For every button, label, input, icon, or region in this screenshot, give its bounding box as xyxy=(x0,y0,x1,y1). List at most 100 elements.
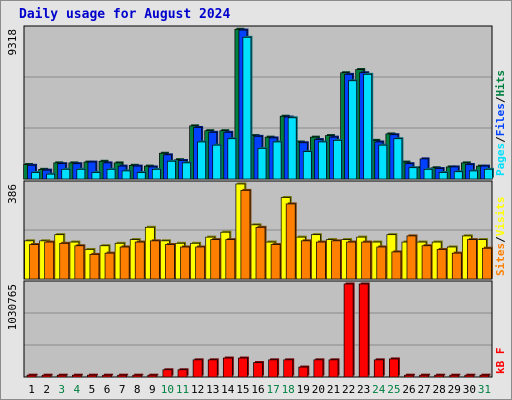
x-tick-label: 16 xyxy=(251,383,264,396)
panel-bottom-kb-f-bar xyxy=(434,374,445,378)
panel-top-pages-bar xyxy=(272,141,282,180)
panel-top-pages-bar xyxy=(106,168,116,180)
panel-top-pages-bar xyxy=(363,74,373,180)
x-tick-label: 11 xyxy=(176,383,189,396)
panel-middle-sites-bar xyxy=(180,246,190,280)
panel-top-pages-bar xyxy=(484,168,493,180)
panel-bottom-max-label: 1030765 xyxy=(6,284,19,330)
panel-bottom-plot xyxy=(24,281,492,377)
x-tick-label: 21 xyxy=(327,383,340,396)
panel-middle-sites-bar xyxy=(270,244,281,280)
panel-bottom-kb-f-bar xyxy=(313,359,324,378)
legend-item: Sites xyxy=(494,243,507,276)
x-tick-label: 15 xyxy=(236,383,249,396)
panel-top-pages-bar xyxy=(46,173,55,180)
panel-bottom-kb-f-bar xyxy=(207,359,218,378)
x-tick-label: 13 xyxy=(206,383,219,396)
panel-middle-sites-bar xyxy=(240,190,251,280)
panel-bottom-kb-f-bar xyxy=(419,374,429,378)
legend-item: / xyxy=(494,96,507,103)
panel-middle-sites-bar xyxy=(89,254,100,280)
panel-middle-sites-bar xyxy=(482,247,492,280)
panel-top-pages-bar xyxy=(408,167,418,180)
legend-item: Hits xyxy=(494,70,507,97)
panel-bottom-kb-f-bar xyxy=(26,374,37,378)
panel-bottom-kb-f-bar-shadow xyxy=(134,373,144,376)
panel-bottom-kb-f-bar-shadow xyxy=(58,373,68,376)
legend-item: kB F xyxy=(494,348,507,375)
panel-top-pages-bar xyxy=(136,172,146,180)
x-tick-label: 23 xyxy=(357,383,370,396)
panel-top-legend: Pages/Files/Hits xyxy=(494,70,507,176)
panel-bottom-kb-f-bar xyxy=(71,374,82,378)
panel-bottom-kb-f-bar-shadow xyxy=(421,373,431,376)
x-tick-label: 31 xyxy=(478,383,491,396)
panel-bottom-kb-f-bar xyxy=(389,358,399,378)
panel-bottom-kb-f-bar-shadow xyxy=(466,373,476,376)
panel-middle-sites-bar xyxy=(376,246,387,280)
legend-item: / xyxy=(494,136,507,143)
panel-top-pages-bar xyxy=(287,117,297,180)
panel-top-pages-bar xyxy=(61,168,71,180)
panel-bottom-kb-f-bar xyxy=(117,374,127,378)
panel-bottom-kb-f-bar xyxy=(404,374,414,378)
panel-bottom-kb-f-bar xyxy=(283,359,294,378)
panel-bottom-kb-f-bar xyxy=(479,374,490,378)
panel-top-pages-bar xyxy=(378,144,388,180)
panel-top-max-label: 9318 xyxy=(6,29,19,56)
panel-bottom-kb-f-bar xyxy=(177,369,188,378)
x-tick-label: 12 xyxy=(191,383,204,396)
panel-middle-sites-bar xyxy=(391,251,402,280)
x-tick-label: 10 xyxy=(161,383,174,396)
legend-item: Files xyxy=(494,103,507,136)
panel-middle-sites-bar xyxy=(134,241,145,280)
panel-top-pages-bar xyxy=(121,170,131,180)
panel-bottom-kb-f-bar xyxy=(328,359,339,378)
panel-bottom-kb-f-bar-shadow xyxy=(149,373,159,376)
panel-middle-sites-bar xyxy=(29,244,39,280)
panel-bottom-kb-f-bar xyxy=(464,374,475,378)
panel-bottom-kb-f-bar xyxy=(56,374,67,378)
panel-bottom-kb-f-bar xyxy=(41,374,52,378)
x-tick-label: 4 xyxy=(74,383,81,396)
x-tick-label: 3 xyxy=(58,383,65,396)
panel-top-pages-bar xyxy=(302,151,312,180)
x-tick-label: 30 xyxy=(463,383,476,396)
x-tick-label: 28 xyxy=(433,383,446,396)
panel-middle-sites-bar xyxy=(436,249,447,280)
panel-bottom-kb-f-bar-shadow xyxy=(104,373,114,376)
panel-middle-sites-bar xyxy=(149,240,160,280)
panel-middle-sites-bar xyxy=(74,245,85,280)
panel-middle-sites-bar xyxy=(104,252,115,280)
x-tick-label: 5 xyxy=(89,383,96,396)
panel-middle-legend: Sites/Visits xyxy=(494,197,507,277)
x-tick-label: 24 xyxy=(372,383,386,396)
panel-middle-sites-bar xyxy=(406,235,417,280)
panel-bottom-kb-f-bar xyxy=(449,374,460,378)
panel-bottom-kb-f-bar xyxy=(358,283,369,378)
panel-top-pages-bar xyxy=(182,162,191,180)
panel-middle-sites-bar xyxy=(195,246,205,280)
legend-item: Visits xyxy=(494,197,507,237)
panel-middle-sites-bar xyxy=(225,239,236,280)
panel-top-pages-bar xyxy=(151,168,161,180)
panel-top-pages-bar xyxy=(393,138,403,180)
x-tick-label: 6 xyxy=(104,383,111,396)
panel-bottom-kb-f-bar-shadow xyxy=(119,373,129,376)
panel-middle-sites-bar xyxy=(467,239,477,280)
panel-middle-sites-bar xyxy=(44,241,54,280)
panel-bottom-kb-f-bar-shadow xyxy=(436,373,446,376)
panel-bottom-kb-f-bar xyxy=(253,362,263,378)
panel-top-pages-bar xyxy=(227,138,237,180)
x-tick-label: 8 xyxy=(134,383,141,396)
legend-item: Pages xyxy=(494,143,507,176)
panel-bottom-kb-f-bar-shadow xyxy=(73,373,83,376)
panel-bottom-kb-f-bar xyxy=(343,283,354,378)
panel-middle-sites-bar xyxy=(285,203,296,280)
panel-middle-sites-bar xyxy=(210,239,221,280)
panel-top-pages-bar xyxy=(423,168,433,180)
x-tick-label: 18 xyxy=(282,383,295,396)
panel-middle-sites-bar xyxy=(59,242,70,280)
panel-bottom-kb-f-bar xyxy=(132,374,143,378)
